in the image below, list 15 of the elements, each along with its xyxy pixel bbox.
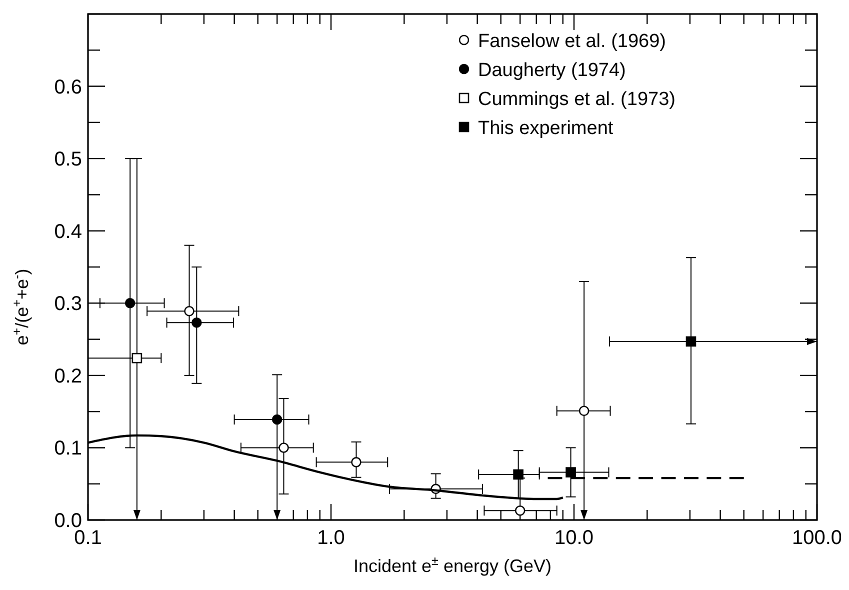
legend-label: Cummings et al. (1973) bbox=[478, 89, 676, 110]
legend-label: Fanselow et al. (1969) bbox=[478, 31, 666, 52]
y-tick-label: 0.1 bbox=[54, 438, 82, 460]
y-tick-label: 0.3 bbox=[54, 293, 82, 316]
x-tick-label: 0.1 bbox=[74, 527, 102, 549]
y-tick-label: 0.6 bbox=[54, 76, 82, 98]
y-tick-label: 0.4 bbox=[54, 220, 82, 243]
x-tick-label: 1.0 bbox=[317, 527, 345, 549]
x-tick-label: 100.0 bbox=[792, 527, 842, 549]
x-tick-label: 10.0 bbox=[554, 527, 594, 549]
y-tick-label: 0.5 bbox=[54, 148, 82, 171]
legend-label: This experiment bbox=[478, 118, 614, 139]
x-axis-title: Incident e$^{±}$ energy (GeV) bbox=[353, 554, 552, 576]
y-tick-label: 0.2 bbox=[54, 365, 82, 388]
legend-label: Daugherty (1974) bbox=[478, 60, 626, 81]
